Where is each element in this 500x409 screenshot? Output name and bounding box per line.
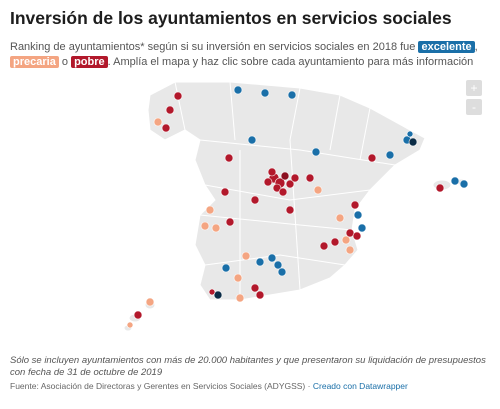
municipality-point[interactable]	[285, 205, 295, 215]
subtitle-text: Ranking de ayuntamientos* según si su in…	[10, 41, 416, 53]
municipality-point[interactable]	[287, 90, 297, 100]
municipality-point[interactable]	[221, 263, 231, 273]
municipality-point[interactable]	[335, 213, 345, 223]
municipality-point[interactable]	[153, 117, 163, 127]
municipality-point[interactable]	[205, 205, 215, 215]
source-text: Fuente: Asociación de Directoras y Geren…	[10, 381, 306, 391]
municipality-point[interactable]	[133, 310, 143, 320]
municipality-point[interactable]	[241, 251, 251, 261]
municipality-point[interactable]	[235, 293, 245, 303]
zoom-in[interactable]: +	[466, 80, 482, 96]
municipality-point[interactable]	[208, 288, 216, 296]
municipality-point[interactable]	[352, 231, 362, 241]
subtitle-text: . Amplía el mapa y haz clic sobre cada a…	[107, 56, 474, 68]
municipality-point[interactable]	[278, 187, 288, 197]
municipality-point[interactable]	[225, 217, 235, 227]
municipality-point[interactable]	[330, 237, 340, 247]
municipality-point[interactable]	[173, 91, 183, 101]
municipality-point[interactable]	[200, 221, 210, 231]
municipality-point[interactable]	[250, 195, 260, 205]
municipality-point[interactable]	[280, 171, 290, 181]
note: Sólo se incluyen ayuntamientos con más d…	[10, 355, 486, 378]
municipality-point[interactable]	[341, 235, 351, 245]
province-borders	[174, 81, 396, 300]
municipality-point[interactable]	[357, 223, 367, 233]
municipality-point[interactable]	[272, 183, 282, 193]
municipality-point[interactable]	[161, 123, 171, 133]
subtitle-text: o	[61, 56, 68, 68]
credit[interactable]: Creado con Datawrapper	[312, 381, 408, 391]
legend-excelente: excelente	[418, 41, 475, 53]
municipality-point[interactable]	[285, 179, 295, 189]
subtitle-text: ,	[474, 41, 478, 53]
municipality-point[interactable]	[250, 283, 260, 293]
legend-pobre: pobre	[71, 56, 108, 68]
municipality-point[interactable]	[233, 85, 243, 95]
source: Fuente: Asociación de Directoras y Geren…	[10, 381, 408, 391]
municipality-point[interactable]	[260, 88, 270, 98]
municipality-point[interactable]	[255, 257, 265, 267]
municipality-point[interactable]	[220, 187, 230, 197]
municipality-point[interactable]	[459, 179, 469, 189]
municipality-point[interactable]	[145, 297, 155, 307]
map	[123, 81, 469, 332]
subtitle: Ranking de ayuntamientos* según si su in…	[10, 40, 490, 70]
municipality-point[interactable]	[367, 153, 377, 163]
municipality-point[interactable]	[408, 137, 418, 147]
municipality-point[interactable]	[165, 105, 175, 115]
zoom-out[interactable]: -	[466, 99, 482, 115]
separator: ·	[307, 381, 311, 391]
municipality-point[interactable]	[435, 183, 445, 193]
municipality-point[interactable]	[267, 253, 277, 263]
municipality-point[interactable]	[277, 267, 287, 277]
municipality-point[interactable]	[267, 167, 277, 177]
points	[126, 85, 469, 329]
municipality-point[interactable]	[213, 290, 223, 300]
municipality-point[interactable]	[350, 200, 360, 210]
municipality-point[interactable]	[450, 176, 460, 186]
municipality-point[interactable]	[233, 273, 243, 283]
municipality-point[interactable]	[311, 147, 321, 157]
title: Inversión de los ayuntamientos en servic…	[10, 8, 452, 28]
municipality-point[interactable]	[353, 210, 363, 220]
municipality-point[interactable]	[126, 321, 134, 329]
municipality-point[interactable]	[211, 223, 221, 233]
municipality-point[interactable]	[290, 173, 300, 183]
municipality-point[interactable]	[247, 135, 257, 145]
municipality-point[interactable]	[319, 241, 329, 251]
municipality-point[interactable]	[263, 177, 273, 187]
municipality-point[interactable]	[305, 173, 315, 183]
municipality-point[interactable]	[273, 260, 283, 270]
municipality-point[interactable]	[224, 153, 234, 163]
legend-precaria: precaria	[10, 56, 59, 68]
municipality-point[interactable]	[345, 245, 355, 255]
municipality-point[interactable]	[385, 150, 395, 160]
municipality-point[interactable]	[313, 185, 323, 195]
municipality-point[interactable]	[255, 290, 265, 300]
municipality-point[interactable]	[406, 130, 414, 138]
